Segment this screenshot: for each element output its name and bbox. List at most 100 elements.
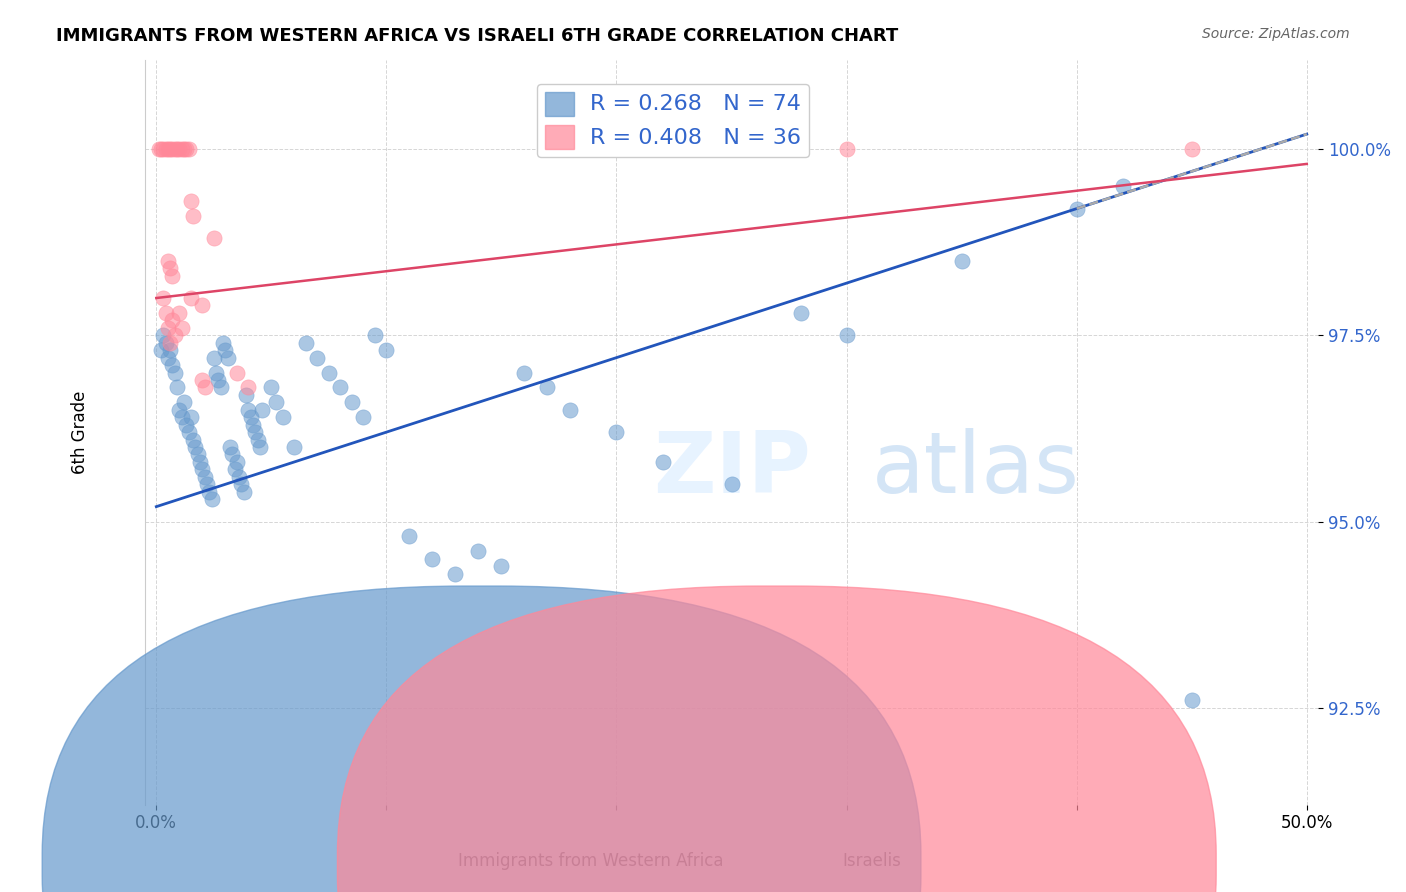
Point <box>188 455 211 469</box>
Point <box>1066 202 1088 216</box>
Text: atlas: atlas <box>872 428 1080 511</box>
Point <box>181 433 204 447</box>
Point <box>173 142 195 156</box>
Point <box>467 544 489 558</box>
Point <box>209 380 232 394</box>
Point <box>1112 179 1135 194</box>
Point <box>245 425 267 439</box>
Point <box>1181 142 1204 156</box>
Text: Source: ZipAtlas.com: Source: ZipAtlas.com <box>1202 27 1350 41</box>
Point <box>242 417 264 432</box>
Point <box>177 142 200 156</box>
Point <box>444 566 467 581</box>
Point <box>159 343 181 358</box>
Text: ZIP: ZIP <box>652 428 810 511</box>
Point <box>375 343 398 358</box>
Point <box>536 380 558 394</box>
Point <box>307 351 329 365</box>
Point <box>231 477 253 491</box>
Point <box>148 142 170 156</box>
Point <box>720 477 742 491</box>
Point <box>225 366 247 380</box>
Point <box>149 142 172 156</box>
Point <box>398 529 420 543</box>
Point <box>180 194 202 209</box>
Point <box>173 395 195 409</box>
Point <box>177 425 200 439</box>
Text: Immigrants from Western Africa: Immigrants from Western Africa <box>458 852 723 870</box>
Point <box>195 477 218 491</box>
Point <box>605 425 627 439</box>
Point <box>170 142 193 156</box>
Point <box>249 440 271 454</box>
Point <box>163 366 186 380</box>
Point <box>217 351 239 365</box>
Point <box>835 142 858 156</box>
Point <box>202 231 225 245</box>
Point <box>159 261 181 276</box>
Point <box>169 402 191 417</box>
Point <box>221 448 243 462</box>
Point <box>156 253 179 268</box>
Point <box>224 462 246 476</box>
Point <box>198 484 221 499</box>
Point <box>225 455 247 469</box>
Point <box>219 440 242 454</box>
Point <box>1181 693 1204 707</box>
Point <box>180 410 202 425</box>
Point <box>152 142 174 156</box>
Point <box>212 335 235 350</box>
Point <box>422 551 444 566</box>
Point <box>283 440 305 454</box>
Point <box>513 366 536 380</box>
Point <box>162 313 184 327</box>
Legend: R = 0.268   N = 74, R = 0.408   N = 36: R = 0.268 N = 74, R = 0.408 N = 36 <box>537 84 808 157</box>
Point <box>200 492 222 507</box>
Point <box>170 410 193 425</box>
Point <box>491 559 513 574</box>
Point <box>156 321 179 335</box>
Point <box>191 462 214 476</box>
Point <box>191 373 214 387</box>
Point <box>271 410 294 425</box>
Point <box>352 410 374 425</box>
Point <box>159 142 181 156</box>
Point <box>340 395 363 409</box>
Point <box>950 253 973 268</box>
Text: Israelis: Israelis <box>842 852 901 870</box>
Point <box>194 470 217 484</box>
Point <box>187 448 209 462</box>
Point <box>174 417 197 432</box>
Point <box>228 470 250 484</box>
Point <box>246 433 269 447</box>
Point <box>238 402 260 417</box>
Point <box>162 358 184 372</box>
Point <box>155 142 177 156</box>
Point <box>180 291 202 305</box>
Point <box>232 484 254 499</box>
Point <box>789 306 811 320</box>
Point <box>560 402 582 417</box>
Point <box>152 328 174 343</box>
Point <box>318 366 340 380</box>
Point <box>169 306 191 320</box>
Point <box>155 335 177 350</box>
Point <box>194 380 217 394</box>
Point <box>155 306 177 320</box>
Point <box>181 209 204 223</box>
Point <box>205 366 228 380</box>
Point <box>202 351 225 365</box>
Point <box>163 142 186 156</box>
Point <box>169 142 191 156</box>
Point <box>250 402 273 417</box>
Point <box>166 380 188 394</box>
Point <box>239 410 262 425</box>
Point <box>149 343 172 358</box>
Point <box>152 291 174 305</box>
Point <box>295 335 318 350</box>
Point <box>156 351 179 365</box>
Point <box>264 395 287 409</box>
Point <box>170 321 193 335</box>
Point <box>184 440 207 454</box>
Point <box>163 328 186 343</box>
